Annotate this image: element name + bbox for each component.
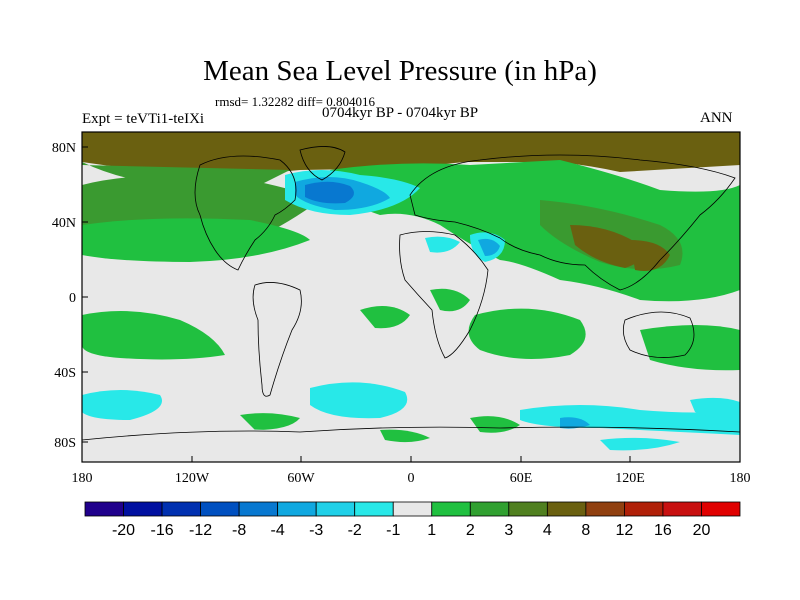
sahara-cyan [425, 236, 460, 253]
season-label: ANN [700, 110, 733, 126]
southern-ocean-cyan-atlantic [310, 382, 408, 419]
colorbar: -20 -16 -12 -8 -4 -3 -2 -1 1 2 3 4 8 12 16 20 [84, 501, 741, 539]
lat-label: 40S [54, 366, 76, 381]
antarctic-green-b [470, 416, 520, 433]
lon-label: 120E [615, 471, 645, 486]
colorbar-label: -4 [271, 522, 285, 539]
coast-australia [622, 311, 695, 358]
colorbar-box [277, 501, 317, 517]
antarctic-cyan-a [600, 437, 680, 451]
colorbar-box [354, 501, 394, 517]
atlantic-blue-core [305, 181, 354, 204]
colorbar-box [161, 501, 201, 517]
africa-green [430, 288, 470, 312]
colorbar-box [123, 501, 163, 517]
coast-antarctica [82, 426, 740, 441]
colorbar-box [469, 501, 510, 517]
coast-eurasia [409, 154, 736, 291]
colorbar-label: -20 [112, 522, 135, 539]
colorbar-box [84, 501, 124, 517]
lat-axis: 80N 40N 0 40S 80S [52, 141, 88, 451]
colorbar-box [624, 501, 664, 517]
colorbar-label: 16 [654, 522, 672, 539]
colorbar-box [200, 501, 240, 517]
lon-axis: 180 120W 60W 0 60E 120E 180 [72, 456, 751, 486]
colorbar-box [662, 501, 702, 517]
coast-africa [399, 231, 489, 359]
south-pacific-east-green [640, 325, 740, 371]
subtropical-pacific-green [82, 218, 310, 262]
southern-ocean-cyan-west [82, 390, 162, 420]
lat-label: 80S [54, 436, 76, 451]
colorbar-box [238, 501, 279, 517]
colorbar-label: 3 [504, 522, 513, 539]
colorbar-box [546, 501, 587, 517]
lat-label: 0 [69, 291, 76, 306]
antarctic-green-a [240, 413, 300, 430]
map-fill [82, 132, 740, 462]
mideast-blue [478, 238, 500, 256]
antarctic-green-c [380, 429, 430, 443]
colorbar-label: 20 [693, 522, 711, 539]
lon-label: 180 [72, 471, 93, 486]
experiment-label: Expt = teVTi1-teIXi [82, 111, 205, 127]
lat-label: 80N [52, 141, 76, 156]
colorbar-label: -8 [232, 522, 246, 539]
colorbar-box [392, 501, 433, 517]
antarctic-blue-a [560, 417, 590, 429]
stats-label: rmsd= 1.32282 diff= 0.804016 [215, 94, 375, 109]
lon-label: 60W [287, 471, 315, 486]
colorbar-label: 2 [466, 522, 475, 539]
east-asia-brown-patch [630, 240, 670, 271]
arctic-brown-edge [82, 140, 740, 174]
colorbar-label: -12 [189, 522, 212, 539]
lon-label: 180 [730, 471, 751, 486]
lon-label: 120W [175, 471, 210, 486]
coast-north-america [194, 155, 297, 271]
period-label: 0704kyr BP - 0704kyr BP [322, 105, 479, 121]
colorbar-label: 1 [427, 522, 436, 539]
asia-brown-patch [570, 225, 643, 268]
colorbar-box [431, 501, 471, 517]
colorbar-box [701, 501, 741, 517]
colorbar-label: -1 [386, 522, 400, 539]
lat-label: 40N [52, 216, 76, 231]
colorbar-label: 12 [616, 522, 634, 539]
colorbar-box [315, 501, 356, 517]
south-atlantic-green [360, 306, 410, 329]
indian-ocean-green [468, 308, 586, 359]
colorbar-label: 8 [581, 522, 590, 539]
colorbar-label: -2 [348, 522, 362, 539]
colorbar-label: -16 [150, 522, 173, 539]
map-title: Mean Sea Level Pressure (in hPa) [203, 55, 597, 87]
colorbar-label: -3 [309, 522, 323, 539]
lon-label: 0 [408, 471, 415, 486]
southern-ocean-cyan-far-east [690, 397, 740, 420]
lon-label: 60E [510, 471, 533, 486]
coastlines [82, 146, 740, 441]
colorbar-box [585, 501, 625, 517]
antarctic-interior [82, 428, 740, 462]
colorbar-label: 4 [543, 522, 552, 539]
colorbar-box [508, 501, 548, 517]
coast-south-america [252, 282, 302, 397]
south-pacific-green [82, 311, 225, 360]
coast-greenland [299, 146, 346, 181]
